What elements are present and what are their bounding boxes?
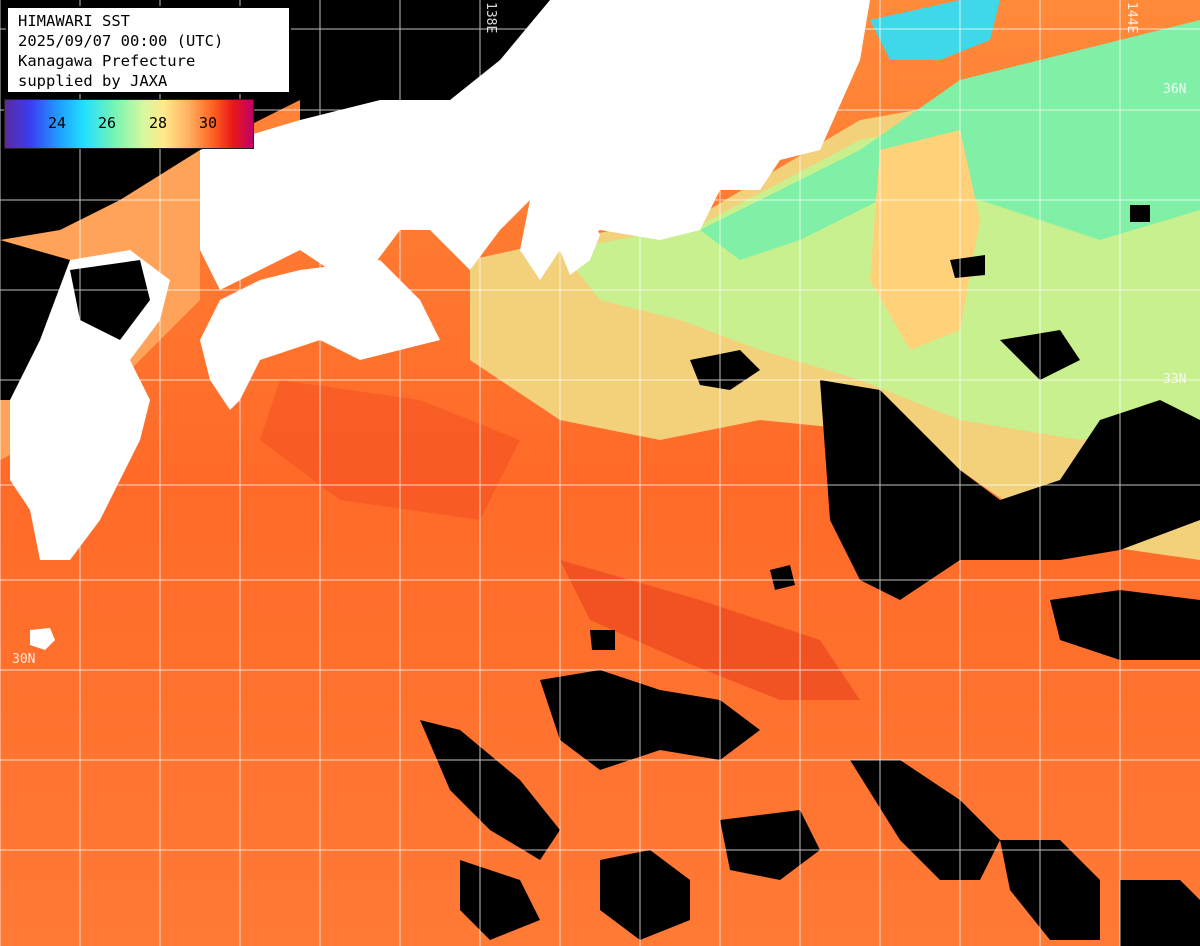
lat-label-33n: 33N xyxy=(1163,372,1187,387)
legend-tick-28: 28 xyxy=(149,114,168,132)
lon-label-144e: 144E xyxy=(1124,2,1139,34)
legend-tick-30: 30 xyxy=(199,114,218,132)
coldest-water xyxy=(870,0,1000,60)
warm-tongue xyxy=(870,130,980,350)
legend-tick-26: 26 xyxy=(98,114,117,132)
title-product: HIMAWARI SST xyxy=(18,12,130,30)
lat-label-36n: 36N xyxy=(1163,82,1187,97)
land-tanegashima xyxy=(30,628,55,650)
title-credit: supplied by JAXA xyxy=(18,72,168,90)
land-honshu xyxy=(200,0,870,290)
warm-patch-south xyxy=(560,560,860,700)
land-izu xyxy=(560,215,600,275)
land-kyushu xyxy=(10,250,170,560)
legend-tick-24: 24 xyxy=(48,114,67,132)
lon-label-138e: 138E xyxy=(483,2,498,34)
temperature-colorbar: 24 26 28 30 xyxy=(4,99,254,149)
map-title-box: HIMAWARI SST 2025/09/07 00:00 (UTC) Kana… xyxy=(6,6,291,94)
title-region: Kanagawa Prefecture xyxy=(18,52,196,70)
lat-label-30n: 30N xyxy=(12,652,36,667)
land-island-small xyxy=(20,395,45,430)
title-datetime: 2025/09/07 00:00 (UTC) xyxy=(18,32,224,50)
